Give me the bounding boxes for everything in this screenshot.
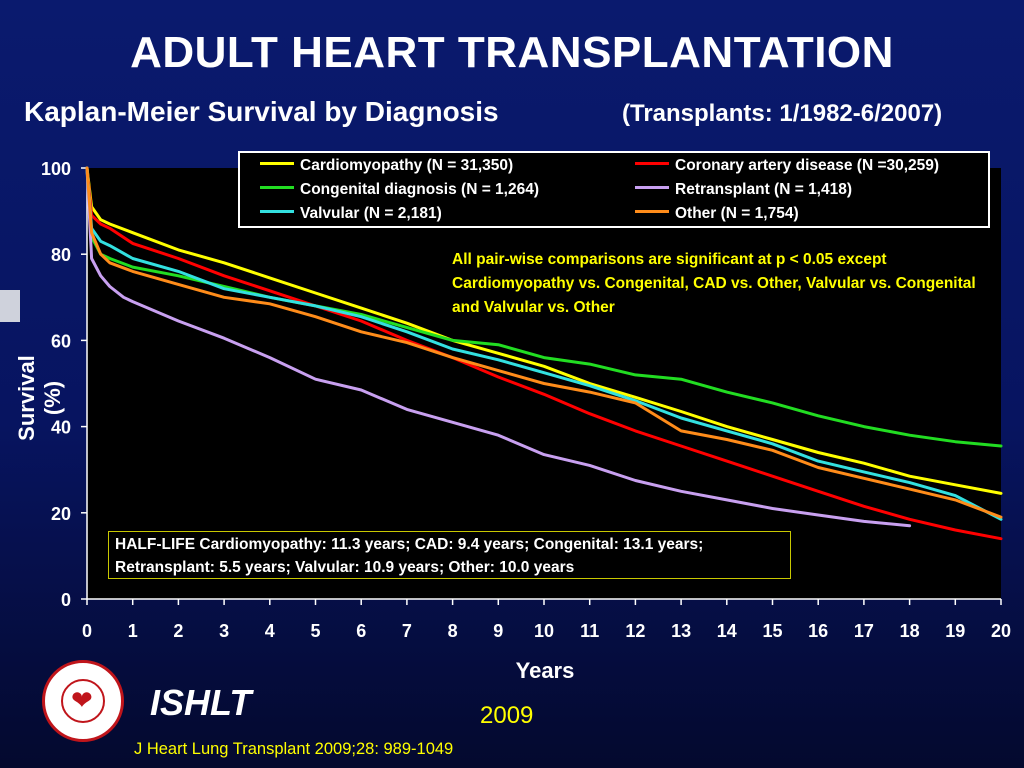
- x-tick-label: 5: [310, 621, 320, 641]
- x-tick-label: 8: [448, 621, 458, 641]
- org-name: ISHLT: [150, 682, 252, 723]
- x-tick-label: 13: [671, 621, 691, 641]
- legend-item-congenital: Congenital diagnosis (N = 1,264): [260, 181, 539, 199]
- x-tick-label: 10: [534, 621, 554, 641]
- x-tick-label: 1: [128, 621, 138, 641]
- y-axis-title: Survival (%): [14, 355, 65, 441]
- legend-label: Valvular (N = 2,181): [300, 205, 442, 222]
- legend-swatch: [635, 162, 669, 166]
- legend-swatch: [260, 162, 294, 166]
- x-tick-label: 11: [580, 621, 599, 641]
- slide-subtitle: Kaplan-Meier Survival by Diagnosis: [24, 96, 499, 127]
- y-tick-label: 100: [41, 159, 71, 179]
- legend-label: Other (N = 1,754): [675, 205, 799, 222]
- side-tab[interactable]: [0, 290, 20, 322]
- half-life-box: HALF-LIFE Cardiomyopathy: 11.3 years; CA…: [108, 531, 791, 579]
- chart-legend: Cardiomyopathy (N = 31,350) Coronary art…: [238, 151, 990, 228]
- legend-swatch: [635, 210, 669, 214]
- logo-ring: [61, 679, 105, 723]
- significance-note: All pair-wise comparisons are significan…: [452, 251, 976, 316]
- footer-citation: J Heart Lung Transplant 2009;28: 989-104…: [134, 740, 454, 758]
- half-life-line-1: HALF-LIFE Cardiomyopathy: 11.3 years; CA…: [115, 536, 704, 553]
- legend-item-other: Other (N = 1,754): [635, 205, 799, 223]
- ishlt-logo-icon: ❤: [42, 660, 124, 742]
- x-tick-label: 6: [356, 621, 366, 641]
- x-tick-label: 14: [717, 621, 737, 641]
- series-line-2: [85, 166, 1003, 448]
- x-tick-label: 19: [945, 621, 965, 641]
- series-line-5: [85, 166, 1003, 519]
- x-tick-label: 7: [402, 621, 412, 641]
- y-tick-label: 0: [61, 590, 71, 610]
- logo-heart-icon: ❤: [71, 685, 93, 715]
- series-line-4: [85, 166, 1003, 521]
- y-tick-label: 20: [51, 504, 71, 524]
- x-tick-label: 16: [808, 621, 828, 641]
- y-tick-label: 60: [51, 331, 71, 351]
- legend-label: Cardiomyopathy (N = 31,350): [300, 157, 514, 174]
- series-line-0: [85, 166, 1003, 495]
- legend-label: Retransplant (N = 1,418): [675, 181, 853, 198]
- x-tick-label: 18: [900, 621, 920, 641]
- x-axis-title: Years: [515, 658, 575, 683]
- legend-item-retransplant: Retransplant (N = 1,418): [635, 181, 852, 199]
- legend-label: Coronary artery disease (N =30,259): [675, 157, 940, 174]
- x-tick-label: 4: [265, 621, 275, 641]
- x-tick-label: 3: [219, 621, 229, 641]
- series-line-3: [85, 166, 912, 528]
- x-tick-label: 0: [82, 621, 92, 641]
- legend-swatch: [260, 210, 294, 214]
- x-tick-label: 20: [991, 621, 1011, 641]
- x-tick-label: 17: [854, 621, 874, 641]
- legend-item-valvular: Valvular (N = 2,181): [260, 205, 442, 223]
- footer-year: 2009: [480, 702, 534, 729]
- x-tick-label: 12: [625, 621, 645, 641]
- legend-item-cardiomyopathy: Cardiomyopathy (N = 31,350): [260, 157, 513, 175]
- legend-item-cad: Coronary artery disease (N =30,259): [635, 157, 939, 175]
- slide-subtitle-note: (Transplants: 1/1982-6/2007): [622, 100, 943, 127]
- series-line-1: [85, 166, 1003, 541]
- y-tick-label: 80: [51, 245, 71, 265]
- half-life-line-2: Retransplant: 5.5 years; Valvular: 10.9 …: [115, 559, 575, 576]
- legend-swatch: [260, 186, 294, 190]
- x-tick-label: 2: [173, 621, 183, 641]
- legend-label: Congenital diagnosis (N = 1,264): [300, 181, 540, 198]
- x-tick-label: 9: [493, 621, 503, 641]
- slide-title: ADULT HEART TRANSPLANTATION: [130, 28, 894, 77]
- x-tick-label: 15: [762, 621, 782, 641]
- legend-swatch: [635, 186, 669, 190]
- y-tick-label: 40: [51, 418, 71, 438]
